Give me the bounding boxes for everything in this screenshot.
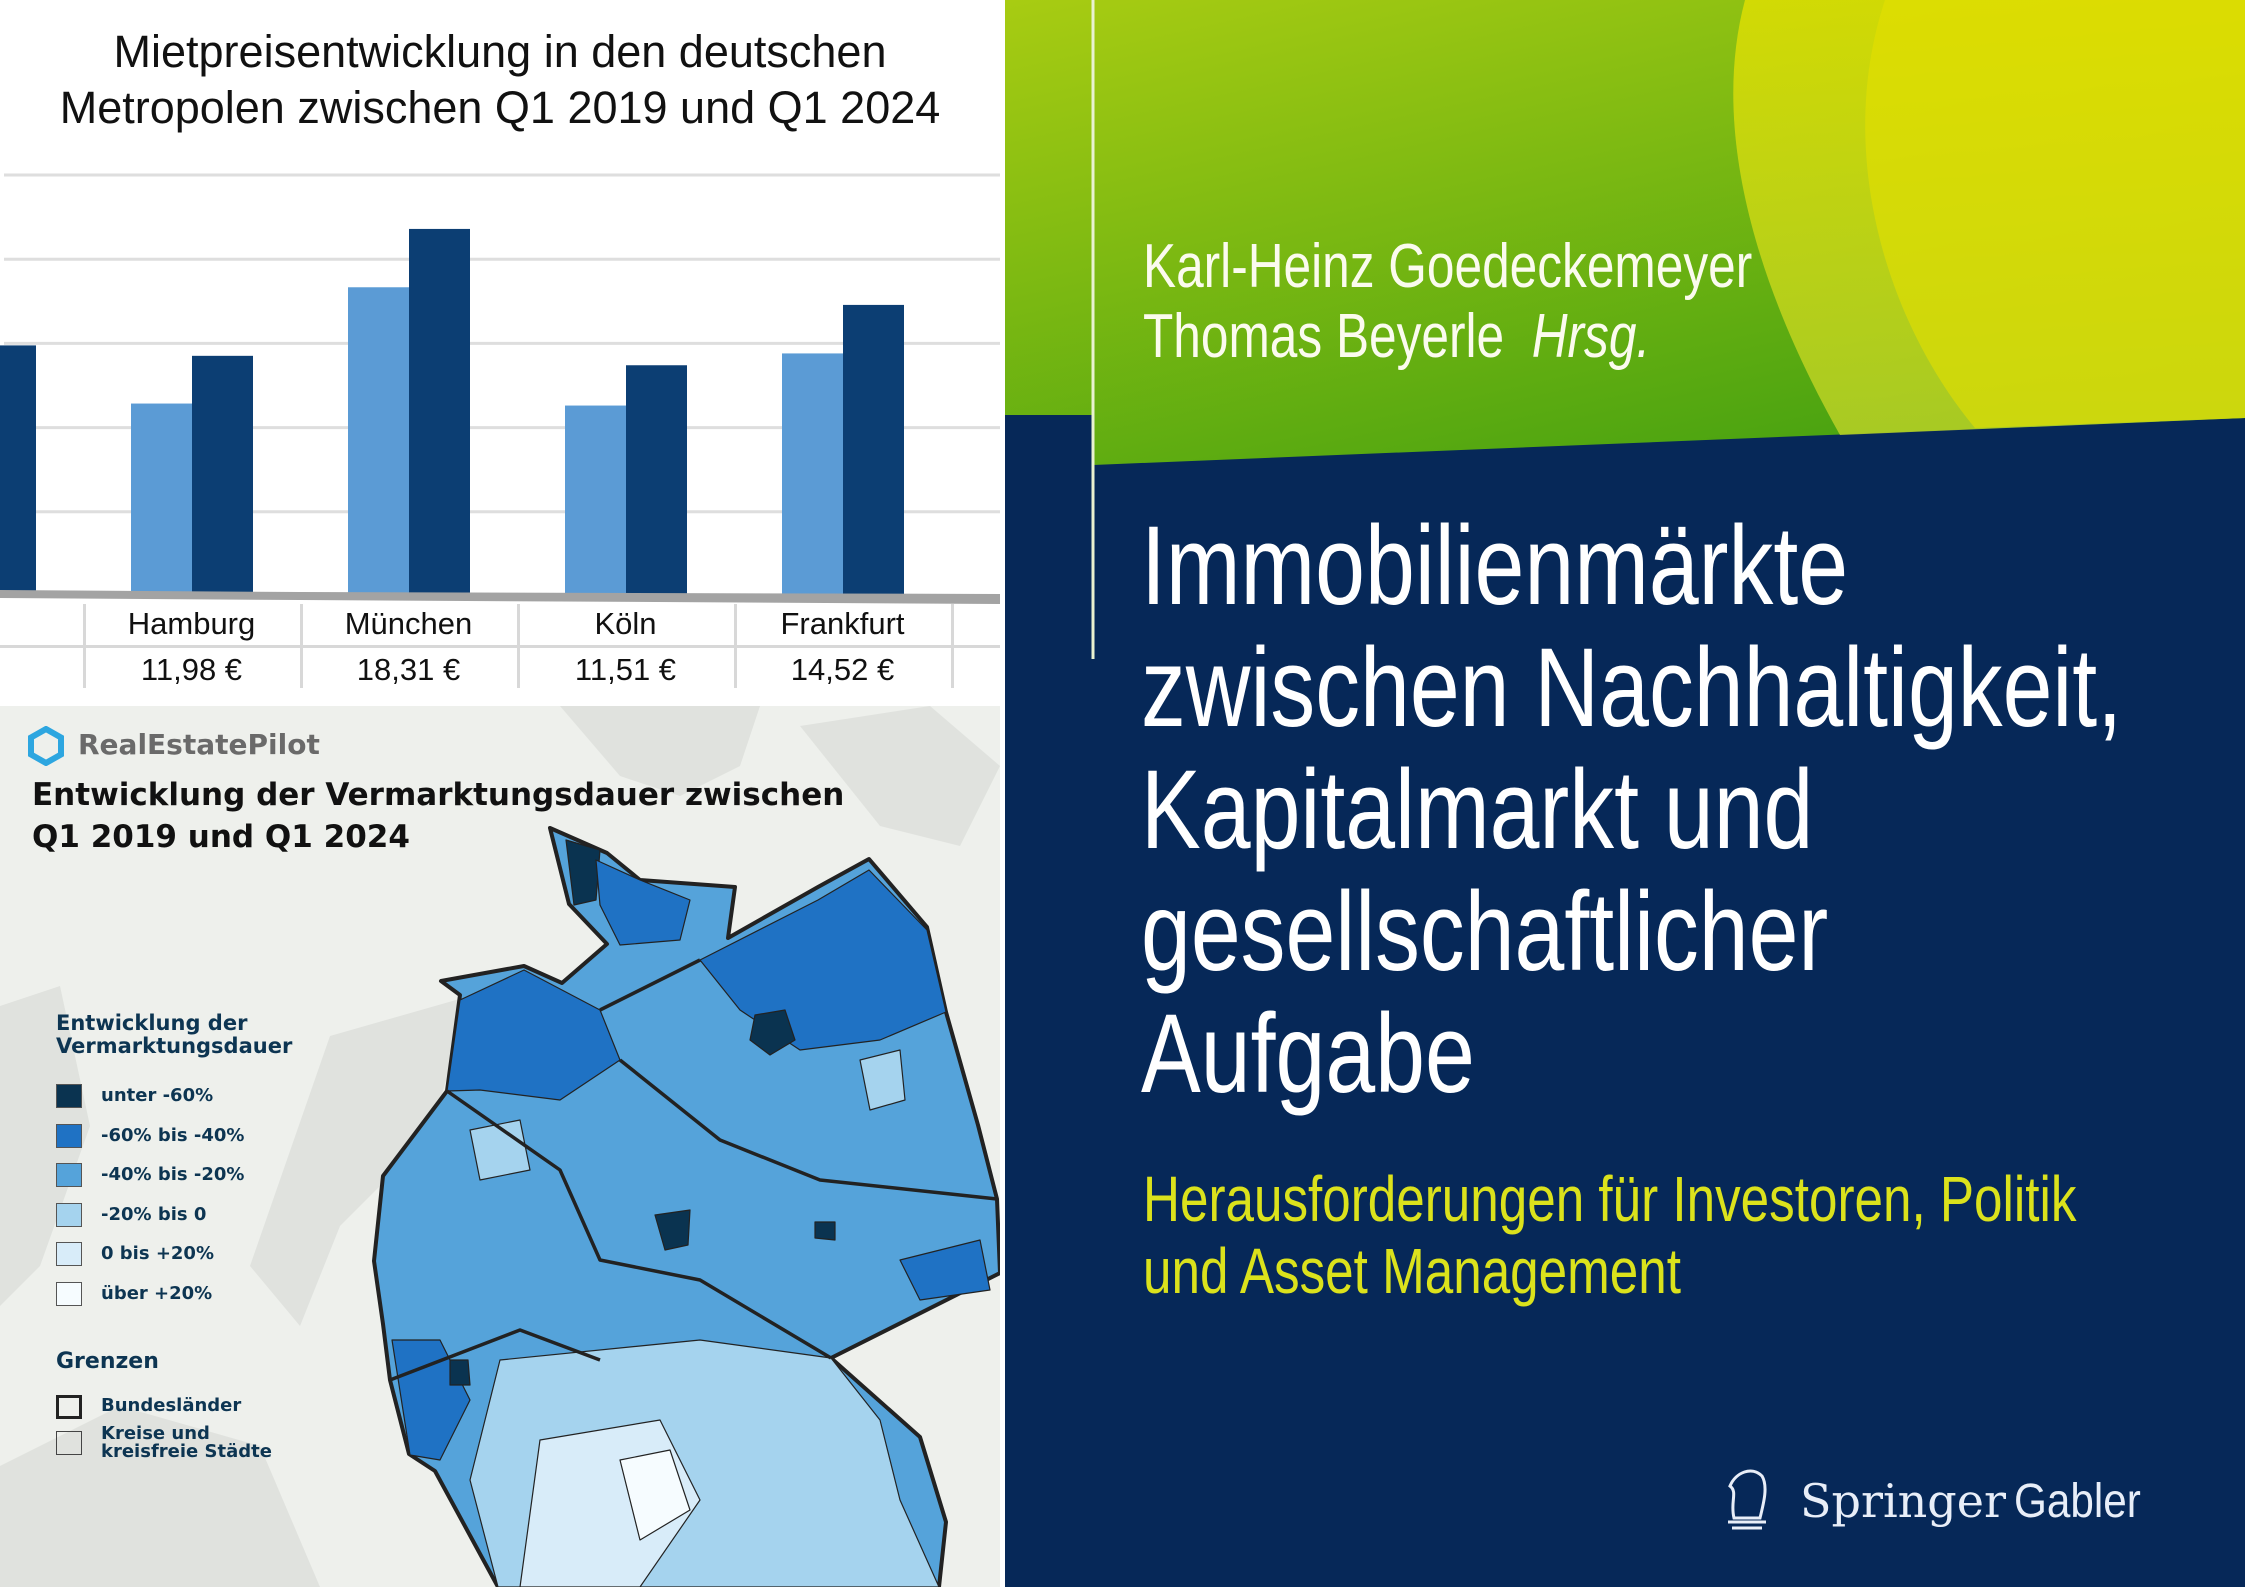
legend-swatch <box>56 1395 82 1419</box>
author-1: Karl-Heinz Goedeckemeyer <box>1143 232 1753 301</box>
publisher-logo: Springer Gabler <box>1800 1474 2158 1529</box>
bar-q1-2019 <box>348 287 409 596</box>
region-brandenburg-light <box>859 1049 906 1111</box>
region-westcenter <box>469 1119 531 1181</box>
map-title: Entwicklung der Vermarktungsdauer zwisch… <box>32 774 844 858</box>
chart-title-line2: Metropolen zwischen Q1 2019 und Q1 2024 <box>59 82 941 133</box>
title-line: Immobilienmärkte <box>1141 503 1849 628</box>
value-label: € <box>0 650 83 690</box>
bar-q1-2019 <box>131 403 192 596</box>
legend-swatch <box>56 1123 82 1148</box>
bar-q1-2024 <box>626 365 687 596</box>
publisher-main: Springer <box>1800 1474 2006 1528</box>
cover-title: Immobilienmärkte zwischen Nachhaltigkeit… <box>1141 505 2122 1115</box>
table-column-divider <box>951 604 954 688</box>
bar-q1-2019 <box>782 353 843 596</box>
table-column-divider <box>300 604 303 688</box>
state-border <box>389 958 998 1382</box>
legend-swatch <box>56 1281 82 1306</box>
legend-label: über +20% <box>101 1282 213 1304</box>
category-label: Hamburg <box>127 606 256 641</box>
table-column-divider <box>517 604 520 688</box>
book-cover: Karl-Heinz Goedeckemeyer Thomas Beyerle … <box>1005 0 2245 1587</box>
legend-label: -20% bis 0 <box>101 1203 207 1225</box>
editor-mark: Hrsg. <box>1531 302 1651 371</box>
publisher-sub: Gabler <box>2013 1475 2141 1528</box>
legend-swatch <box>56 1431 82 1455</box>
germany-map <box>0 706 1000 1587</box>
legend-swatch <box>56 1163 82 1187</box>
author-2: Thomas Beyerle <box>1143 302 1505 371</box>
legend-title-line2: Vermarktungsdauer <box>56 1034 293 1058</box>
legend-label: unter -60% <box>101 1085 214 1106</box>
region-berlin-area <box>749 1009 796 1056</box>
rent-chart-panel: Mietpreisentwicklung in den deutschen Me… <box>0 0 1000 700</box>
x-axis-baseline <box>0 590 1000 604</box>
title-line: zwischen Nachhaltigkeit, <box>1141 625 2123 750</box>
borders-title: Grenzen <box>56 1349 159 1374</box>
table-column-divider <box>83 604 86 688</box>
springer-knight-icon <box>1718 1462 1776 1532</box>
title-line: Aufgabe <box>1141 991 1475 1116</box>
legend-label: Kreise und kreisfreie Städte <box>101 1425 272 1461</box>
category-label: Köln <box>594 606 657 641</box>
bar-q1-2024 <box>409 228 470 596</box>
value-label: 11,98 € <box>140 652 243 687</box>
subtitle-line2: und Asset Management <box>1143 1235 1681 1307</box>
map-title-line2: Q1 2019 und Q1 2024 <box>32 819 410 855</box>
region-saar-dark <box>449 1359 471 1386</box>
region-saxony <box>899 1239 991 1301</box>
legend-label: Bundesländer <box>101 1395 242 1416</box>
table-column-divider <box>734 604 737 688</box>
bar-q1-2024 <box>0 345 36 596</box>
region-center-dark <box>654 1209 691 1251</box>
legend-label-line1: Kreise und <box>101 1423 210 1444</box>
legend-swatch <box>56 1202 82 1227</box>
terrain-background <box>0 706 1000 1587</box>
map-panel: RealEstatePilot Entwicklung der Vermarkt… <box>0 706 1000 1587</box>
title-line: gesellschaftlicher <box>1141 869 1829 994</box>
value-label: 11,51 € <box>574 652 677 687</box>
subtitle-line1: Herausforderungen für Investoren, Politi… <box>1143 1163 2077 1235</box>
value-label: 18,31 € <box>356 652 461 687</box>
bar-q1-2024 <box>192 355 253 596</box>
table-row-divider <box>0 645 1000 648</box>
chart-title-line1: Mietpreisentwicklung in den deutschen <box>113 26 887 77</box>
region-south-whitest <box>619 1449 691 1541</box>
category-label: München <box>344 606 473 641</box>
category-label: Frankfurt <box>780 606 905 641</box>
legend-label: -40% bis -20% <box>101 1164 245 1185</box>
legend-label: 0 bis +20% <box>101 1243 214 1264</box>
cover-subtitle: Herausforderungen für Investoren, Politi… <box>1143 1163 2076 1307</box>
legend-title-line1: Entwicklung der <box>56 1011 248 1035</box>
value-label: 14,52 € <box>790 652 895 687</box>
bar-q1-2024 <box>843 304 904 596</box>
legend-swatch <box>56 1242 82 1266</box>
bar-chart <box>0 173 1000 604</box>
title-line: Kapitalmarkt und <box>1141 747 1814 872</box>
category-label: n <box>0 604 83 644</box>
cover-artwork <box>1005 0 2245 659</box>
brand-name: RealEstatePilot <box>78 728 320 761</box>
region-north-light <box>595 859 691 946</box>
region-saxony-dark <box>814 1221 836 1241</box>
legend-label-line2: kreisfreie Städte <box>101 1441 272 1462</box>
legend-title: Entwicklung der Vermarktungsdauer <box>56 1012 292 1058</box>
map-title-line1: Entwicklung der Vermarktungsdauer zwisch… <box>32 777 845 813</box>
legend-label: -60% bis -40% <box>101 1124 245 1146</box>
region-schleswig <box>565 839 601 906</box>
legend-swatch <box>56 1084 82 1108</box>
realestatepilot-logo-icon <box>26 725 66 767</box>
bar-q1-2019 <box>565 405 626 596</box>
cover-authors: Karl-Heinz Goedeckemeyer Thomas Beyerle … <box>1143 232 1752 372</box>
